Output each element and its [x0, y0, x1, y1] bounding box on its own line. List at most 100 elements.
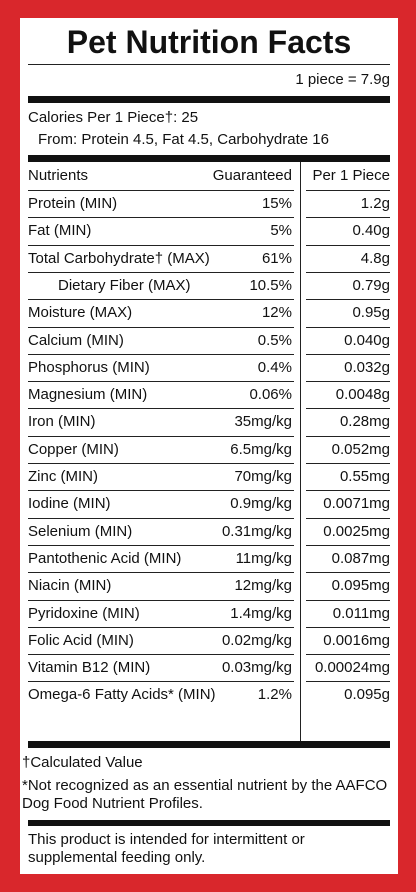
per-piece-value: 0.0025mg: [323, 522, 390, 540]
guaranteed-value: 0.02mg/kg: [221, 631, 292, 649]
row-rule: [28, 244, 294, 246]
nutrient-name: Phosphorus (MIN): [28, 358, 150, 376]
column-header: Guaranteed: [212, 167, 292, 184]
footnote: †Calculated Value: [22, 754, 143, 771]
guaranteed-value: 0.31mg/kg: [221, 522, 292, 540]
row-rule: [28, 599, 294, 601]
guaranteed-value: 1.2%: [257, 686, 292, 704]
row-rule: [28, 271, 294, 273]
row-rule: [28, 408, 294, 410]
row-rule: [28, 353, 294, 355]
title: Pet Nutrition Facts: [66, 24, 352, 60]
per-piece-value: 4.8g: [360, 249, 390, 267]
row-rule: [306, 517, 390, 519]
row-rule: [306, 654, 390, 656]
row-rule: [28, 463, 294, 464]
nutrient-name: Dietary Fiber (MAX): [58, 276, 191, 294]
per-piece-value: 0.011mg: [332, 604, 390, 622]
nutrient-name: Fat (MIN): [28, 222, 92, 240]
row-rule: [28, 517, 294, 519]
row-rule: [306, 190, 390, 191]
row-rule: [28, 544, 294, 546]
guaranteed-value: 15%: [261, 195, 292, 212]
guaranteed-value: 70mg/kg: [234, 468, 292, 485]
row-rule: [306, 381, 390, 383]
guaranteed-value: 6.5mg/kg: [230, 440, 292, 458]
per-piece-value: 0.087mg: [331, 549, 390, 567]
column-header: Per 1 Piece: [312, 167, 390, 184]
row-rule: [306, 299, 390, 301]
row-rule: [28, 190, 294, 191]
guaranteed-value: 35mg/kg: [234, 413, 292, 431]
column-header: Nutrients: [28, 167, 89, 184]
per-piece-value: 0.040g: [344, 331, 390, 349]
row-rule: [28, 654, 294, 656]
thick-rule: [28, 155, 390, 162]
guaranteed-value: 0.03mg/kg: [221, 659, 292, 677]
guaranteed-value: 0.4%: [257, 358, 292, 376]
row-rule: [306, 572, 390, 574]
per-piece-value: 0.28mg: [339, 413, 390, 431]
nutrient-name: Niacin (MIN): [28, 577, 112, 595]
row-rule: [306, 544, 390, 546]
guaranteed-value: 11mg/kg: [235, 549, 292, 567]
row-rule: [306, 326, 390, 328]
row-rule: [306, 271, 390, 273]
guaranteed-value: 12%: [261, 304, 292, 322]
row-rule: [28, 681, 294, 683]
nutrient-name: Iron (MIN): [28, 413, 96, 431]
nutrient-name: Protein (MIN): [28, 195, 118, 212]
guaranteed-value: 1.4mg/kg: [230, 604, 292, 622]
thick-rule: [28, 741, 390, 748]
row-rule: [306, 353, 390, 355]
rule: [28, 64, 390, 65]
calories-breakdown: From: Protein 4.5, Fat 4.5, Carbohydrate…: [38, 131, 329, 148]
per-piece-value: 0.032g: [344, 358, 390, 376]
nutrient-name: Iodine (MIN): [28, 495, 111, 513]
row-rule: [306, 408, 390, 410]
nutrient-name: Zinc (MIN): [28, 468, 98, 485]
per-piece-value: 0.0048g: [335, 386, 390, 404]
per-piece-value: 0.095mg: [331, 577, 390, 595]
nutrient-name: Selenium (MIN): [28, 522, 133, 540]
row-rule: [306, 217, 390, 219]
guaranteed-value: 10.5%: [249, 276, 292, 294]
per-piece-value: 0.052mg: [331, 440, 390, 458]
thick-rule: [28, 96, 390, 103]
guaranteed-value: 12mg/kg: [234, 577, 292, 595]
row-rule: [306, 244, 390, 246]
row-rule: [28, 626, 294, 628]
per-piece-value: 0.0016mg: [323, 631, 390, 649]
guaranteed-value: 61%: [261, 249, 292, 267]
row-rule: [28, 326, 294, 328]
nutrient-name: Omega-6 Fatty Acids* (MIN): [28, 686, 216, 704]
row-rule: [306, 626, 390, 628]
row-rule: [28, 299, 294, 301]
nutrient-name: Copper (MIN): [28, 440, 119, 458]
nutrient-name: Calcium (MIN): [28, 331, 124, 349]
nutrient-name: Magnesium (MIN): [28, 386, 148, 404]
nutrient-name: Pantothenic Acid (MIN): [28, 549, 182, 567]
calories: Calories Per 1 Piece†: 25: [28, 109, 199, 126]
per-piece-value: 0.95g: [352, 304, 390, 322]
row-rule: [306, 435, 390, 437]
nutrient-name: Folic Acid (MIN): [28, 631, 134, 649]
row-rule: [28, 381, 294, 383]
thick-rule: [28, 820, 390, 826]
row-rule: [28, 435, 294, 437]
row-rule: [28, 217, 294, 219]
per-piece-value: 0.095g: [344, 686, 390, 704]
row-rule: [28, 490, 294, 492]
per-piece-value: 0.00024mg: [314, 659, 390, 677]
row-rule: [306, 599, 390, 601]
row-rule: [306, 490, 390, 492]
nutrient-name: Moisture (MAX): [28, 304, 133, 322]
nutrient-name: Vitamin B12 (MIN): [28, 659, 151, 677]
nutrient-name: Pyridoxine (MIN): [28, 604, 140, 622]
guaranteed-value: 0.5%: [257, 331, 292, 349]
statement: This product is intended for intermitten…: [28, 831, 305, 866]
per-piece-value: 1.2g: [360, 195, 390, 212]
per-piece-value: 0.0071mg: [323, 495, 390, 513]
per-piece-value: 0.79g: [352, 276, 390, 294]
